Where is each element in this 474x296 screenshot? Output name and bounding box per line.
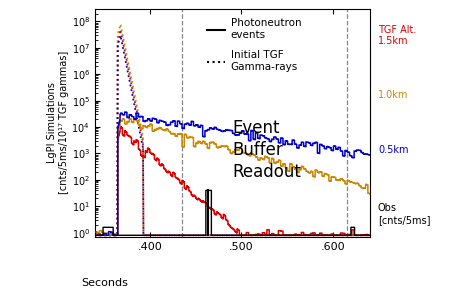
Legend: Photoneutron
events, Initial TGF
Gamma-rays: Photoneutron events, Initial TGF Gamma-r… bbox=[204, 16, 303, 74]
Text: Event
Buffer
Readout: Event Buffer Readout bbox=[232, 119, 301, 181]
Y-axis label: LgPI Simulations
[cnts/5ms/10¹⁷ TGF gammas]: LgPI Simulations [cnts/5ms/10¹⁷ TGF gamm… bbox=[47, 51, 69, 194]
Text: Seconds: Seconds bbox=[81, 278, 128, 288]
Text: TGF Alt.
1.5km: TGF Alt. 1.5km bbox=[378, 25, 416, 46]
Text: Obs
[cnts/5ms]: Obs [cnts/5ms] bbox=[378, 203, 430, 225]
Text: 1.0km: 1.0km bbox=[378, 91, 408, 100]
Text: 0.5km: 0.5km bbox=[378, 145, 409, 155]
